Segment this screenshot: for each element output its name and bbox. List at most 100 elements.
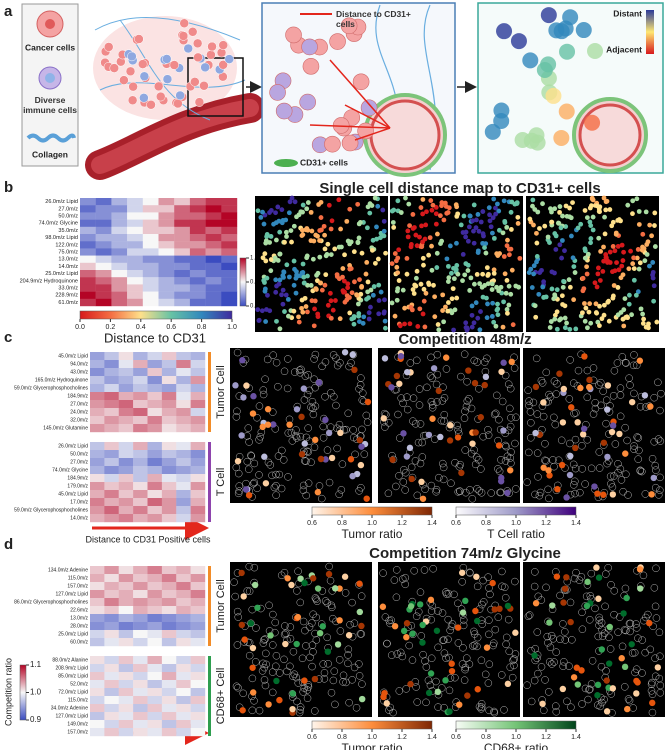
cell-dot: [610, 293, 616, 299]
cell-dot: [371, 284, 377, 289]
cell-dot: [375, 203, 381, 209]
cell-dot: [264, 406, 272, 413]
cell-outline: [427, 481, 436, 490]
cell-outline: [650, 438, 658, 446]
cell-dot: [640, 321, 646, 326]
cell-dot: [395, 270, 401, 276]
cell-dot: [427, 235, 433, 241]
heat-cell: [190, 474, 206, 483]
heat-cell: [147, 630, 163, 639]
cell-dot: [490, 300, 496, 306]
cell-dot: [345, 632, 353, 639]
cell-dot: [325, 570, 333, 578]
heat-cell: [133, 728, 148, 737]
heat-cell: [104, 424, 119, 433]
cell-dot: [588, 240, 593, 246]
cell-dot: [528, 266, 534, 272]
cell-dot: [328, 226, 334, 232]
heat-cell: [190, 630, 206, 639]
heat-cell: [161, 630, 177, 639]
cell-outline: [523, 478, 531, 486]
heat-cell: [104, 680, 119, 689]
row-label: 134.0m/z Adenine: [48, 567, 88, 573]
row-label: 85.0m/z Lipid: [58, 673, 88, 679]
cell-outline: [262, 660, 270, 669]
cell-dot: [562, 248, 567, 254]
cell-dot: [601, 302, 607, 308]
cell-dot: [404, 271, 410, 277]
cell-outline: [470, 627, 478, 636]
heat-cell: [190, 400, 206, 409]
cell-dot: [470, 218, 476, 224]
cell-outline: [552, 702, 560, 710]
heat-cell: [142, 198, 159, 206]
cell-dot: [508, 291, 514, 297]
cell-outline: [571, 477, 579, 486]
heat-cell: [158, 198, 175, 206]
cell-dot: [532, 383, 540, 391]
cell-dot: [389, 261, 395, 266]
cell-outline: [333, 444, 341, 453]
cell-outline: [320, 675, 329, 683]
heat-cell: [158, 284, 175, 292]
cell-dot: [381, 228, 387, 234]
cell-outline: [297, 365, 305, 374]
cell-outline: [407, 463, 416, 472]
heat-cell: [90, 490, 105, 499]
cell-dot: [267, 632, 274, 639]
cell-outline: [477, 700, 486, 708]
heat-cell: [104, 728, 119, 737]
heat-cell: [205, 270, 222, 278]
heat-cell: [205, 284, 222, 292]
heat-cell: [80, 241, 96, 249]
colorbar-tick-label: 1.2: [397, 520, 407, 527]
heat-cell: [161, 566, 177, 575]
heat-cell: [111, 291, 128, 299]
cell-dot: [429, 243, 434, 249]
cell-icon: [190, 77, 200, 87]
cell-dot: [419, 244, 425, 250]
cell-dot: [417, 234, 422, 240]
cell-dot: [504, 680, 512, 688]
heat-cell: [147, 688, 163, 697]
heat-cell: [161, 672, 177, 681]
group-label: T Cell: [215, 468, 227, 497]
cell-dot: [643, 324, 649, 330]
colorbar-tick-label: 0.4: [136, 324, 146, 331]
cell-outline: [265, 601, 273, 610]
cell-dot: [500, 359, 507, 366]
cell-outline: [545, 688, 553, 696]
nucleus-icon: [45, 19, 55, 29]
cell-dot: [641, 316, 647, 322]
cell-icon: [584, 114, 601, 131]
cell-outline: [591, 604, 599, 613]
cell-dot: [301, 280, 307, 286]
cell-outline: [358, 680, 366, 688]
group-bar: [208, 656, 211, 736]
cell-icon: [200, 62, 210, 73]
cell-dot: [364, 225, 370, 231]
heat-cell: [147, 614, 163, 623]
heat-cell: [221, 277, 238, 285]
row-label: 61.0m/z: [58, 300, 78, 306]
cell-dot: [407, 223, 412, 229]
cell-dot: [594, 681, 602, 689]
cell-outline: [512, 413, 520, 422]
cell-dot: [628, 641, 635, 648]
cell-dot: [356, 235, 362, 241]
heat-cell: [80, 198, 96, 206]
heat-cell: [104, 474, 119, 483]
cell-dot: [324, 252, 330, 257]
cell-outline: [307, 403, 315, 411]
colorbar-tick-label: 1.2: [541, 734, 551, 741]
cell-dot: [249, 689, 257, 696]
heat-cell: [190, 490, 206, 499]
heat-cell: [90, 474, 105, 483]
x-label: Distance to CD31 Positive cells: [85, 748, 211, 750]
cell-dot: [639, 247, 645, 253]
heat-cell: [158, 219, 175, 227]
cell-dot: [432, 314, 438, 320]
cell-outline: [652, 466, 660, 474]
cell-dot: [403, 195, 408, 201]
cell-outline: [586, 592, 595, 600]
